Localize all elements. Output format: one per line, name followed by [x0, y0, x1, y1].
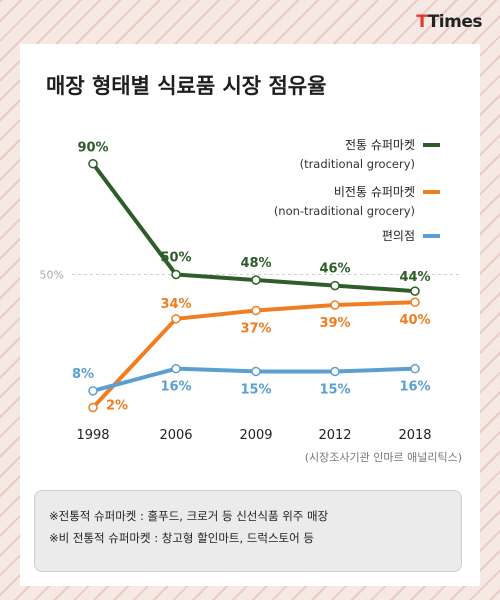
- data-label-s0-0: 90%: [77, 141, 108, 156]
- series-line-0: [91, 162, 416, 294]
- data-label-s2-1: 16%: [160, 380, 191, 395]
- x-tick-2009: 2009: [239, 428, 272, 443]
- logo-letter-t: T: [416, 12, 428, 32]
- x-tick-2012: 2012: [318, 428, 351, 443]
- chart-card: 매장 형태별 식료품 시장 점유율 50% 1998 2006 2009 2012 201…: [20, 44, 480, 586]
- data-label-s1-2: 37%: [240, 322, 271, 337]
- legend-label-2: 편의점: [382, 229, 415, 243]
- note-traditional: ※전통적 슈퍼마켓 : 홀푸드, 크로거 등 신선식품 위주 매장: [49, 509, 329, 523]
- legend-label-0: 전통 슈퍼마켓: [345, 138, 415, 152]
- data-label-s1-0: 2%: [106, 398, 128, 413]
- point-s1-1: [171, 314, 181, 324]
- point-s0-2: [251, 275, 261, 285]
- data-label-s1-3: 39%: [319, 316, 350, 331]
- reference-line-label: 50%: [40, 269, 64, 282]
- legend-sublabel-1: (non-traditional grocery): [274, 204, 415, 218]
- point-s2-3: [330, 366, 340, 377]
- logo-text: Times: [427, 12, 483, 32]
- data-label-s0-3: 46%: [319, 262, 350, 277]
- point-s1-2: [251, 305, 261, 316]
- point-s0-0: [88, 158, 98, 169]
- data-label-s0-1: 50%: [160, 251, 191, 266]
- point-s0-1: [171, 269, 181, 280]
- point-s2-4: [410, 363, 420, 374]
- point-s0-3: [330, 280, 340, 291]
- x-tick-2006: 2006: [159, 428, 192, 443]
- legend-sublabel-0: (traditional grocery): [300, 157, 415, 171]
- data-label-s1-4: 40%: [399, 313, 430, 328]
- legend-label-1: 비전통 슈퍼마켓: [334, 185, 415, 199]
- x-tick-2018: 2018: [398, 428, 431, 443]
- data-label-s0-2: 48%: [240, 256, 271, 271]
- note-non-traditional: ※비 전통적 슈퍼마켓 : 창고형 할인마트, 드럭스토어 등: [49, 531, 314, 545]
- data-label-s2-0: 8%: [72, 367, 94, 382]
- point-s1-4: [410, 297, 420, 307]
- brand-logo: TTimes: [416, 12, 482, 32]
- line-chart: 50% 1998 2006 2009 2012 2018 90% 50% 48% 46% 44% 2%…: [40, 138, 460, 443]
- chart-title: 매장 형태별 식료품 시장 점유율: [46, 74, 327, 98]
- point-s2-0: [88, 386, 98, 396]
- data-label-s2-4: 16%: [399, 380, 430, 395]
- data-label-s2-3: 15%: [319, 382, 350, 397]
- point-s2-2: [251, 366, 261, 377]
- x-tick-1998: 1998: [76, 428, 109, 443]
- point-s0-4: [410, 286, 420, 296]
- data-label-s2-2: 15%: [240, 382, 271, 397]
- data-label-s0-4: 44%: [399, 270, 430, 285]
- notes-box: ※전통적 슈퍼마켓 : 홀푸드, 크로거 등 신선식품 위주 매장 ※비 전통적…: [34, 490, 462, 572]
- point-s1-3: [330, 300, 340, 310]
- data-label-s1-1: 34%: [160, 297, 191, 312]
- point-s2-1: [171, 363, 181, 374]
- chart-source: (시장조사기관 인마르 애널리틱스): [304, 451, 462, 464]
- point-s1-0: [88, 402, 98, 413]
